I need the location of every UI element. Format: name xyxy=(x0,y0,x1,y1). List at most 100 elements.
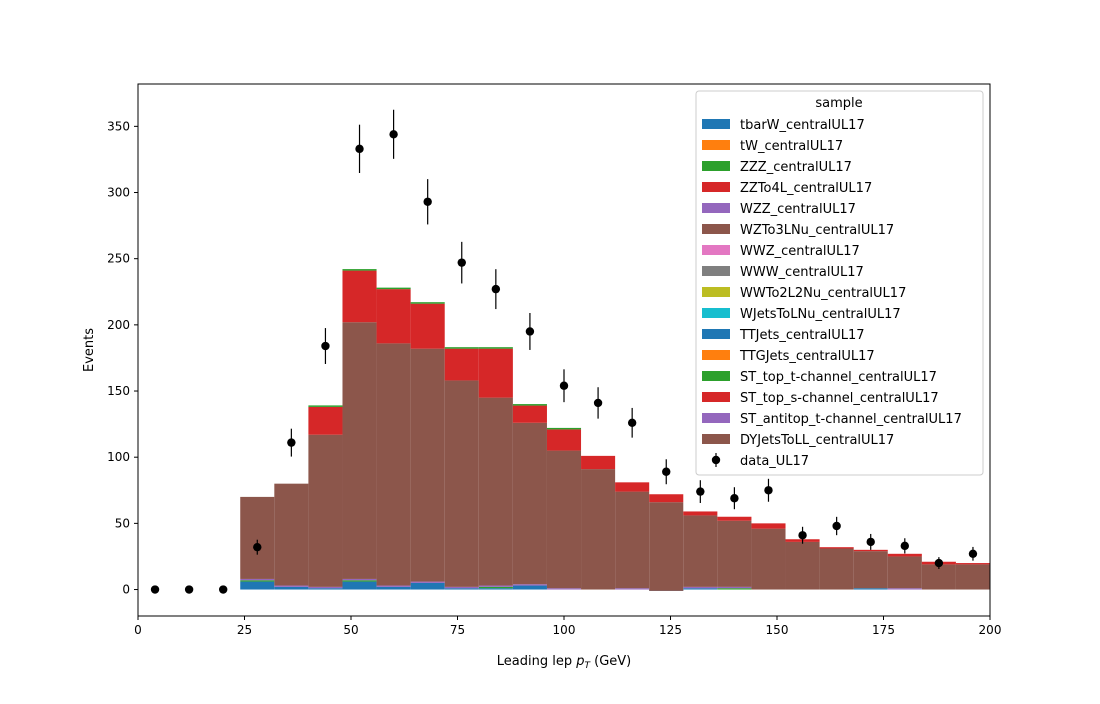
legend-swatch xyxy=(702,266,730,276)
bar-segment xyxy=(581,455,616,470)
legend-box xyxy=(695,90,984,476)
bar-segment xyxy=(308,588,343,590)
x-tick-label: 25 xyxy=(237,623,252,637)
data-point xyxy=(389,130,398,139)
x-tick-label: 150 xyxy=(766,623,789,637)
data-point xyxy=(355,144,364,154)
bar-segment xyxy=(308,586,343,589)
plot-area xyxy=(150,109,990,594)
axes: 0 25 50 75 100 125 150 175 200 0 50 100 150 200 250 300… xyxy=(107,119,1001,637)
bar-segment xyxy=(751,528,786,590)
bar-segment xyxy=(240,580,275,582)
bar-segment xyxy=(683,515,718,587)
legend-label: TTJets_centralUL17 xyxy=(739,328,865,343)
x-axis-label-math: p xyxy=(575,654,584,669)
bar-segment xyxy=(308,405,343,407)
y-tick-label: 0 xyxy=(122,583,130,597)
bar-segment xyxy=(546,427,582,430)
bar-segment xyxy=(683,588,718,590)
legend-swatch xyxy=(702,413,730,423)
legend-label: ZZZ_centralUL17 xyxy=(740,160,852,175)
legend-label: tbarW_centralUL17 xyxy=(740,118,865,133)
x-tick-label: 200 xyxy=(979,623,1002,637)
bar-segment xyxy=(512,404,547,406)
bar-segment xyxy=(444,348,479,381)
x-tick-label: 50 xyxy=(343,623,358,637)
bar-segment xyxy=(615,588,650,590)
y-tick-label: 100 xyxy=(107,450,130,464)
legend-label: WWTo2L2Nu_centralUL17 xyxy=(740,286,906,301)
legend-swatch xyxy=(702,308,730,318)
bar-segment xyxy=(649,502,684,591)
bar-segment xyxy=(274,586,309,590)
bar-segment xyxy=(581,469,616,590)
legend-swatch xyxy=(702,329,730,339)
data-point xyxy=(321,341,330,351)
legend-swatch xyxy=(702,161,730,171)
bar-segment xyxy=(717,516,752,521)
data-point xyxy=(184,585,194,594)
bar-segment xyxy=(376,287,411,290)
legend-label: TTGJets_centralUL17 xyxy=(739,349,875,364)
bar-segment xyxy=(308,434,343,587)
bar-segment xyxy=(376,586,411,590)
data-point xyxy=(491,284,501,294)
bar-segment xyxy=(546,588,582,590)
bar-segment xyxy=(546,450,582,589)
bar-segment xyxy=(819,548,854,590)
legend-label: ST_antitop_t-channel_centralUL17 xyxy=(740,412,962,427)
data-point xyxy=(934,558,944,568)
y-tick-label: 150 xyxy=(107,384,130,398)
legend-label: ST_top_t-channel_centralUL17 xyxy=(740,370,937,385)
bar-segment xyxy=(955,564,990,590)
bar-segment xyxy=(887,588,922,590)
legend-swatch xyxy=(702,287,730,297)
data-point xyxy=(253,542,262,552)
legend: sample tbarW_centralUL17 tW_centralUL17 ZZ… xyxy=(695,90,984,476)
bar-segment xyxy=(444,380,479,587)
x-tick-label: 175 xyxy=(872,623,895,637)
data-point xyxy=(593,398,603,408)
bar-segment xyxy=(274,483,309,586)
bar-segment xyxy=(444,586,479,589)
bar-segment xyxy=(274,585,309,587)
bar-segment xyxy=(819,547,854,549)
bar-segment xyxy=(512,585,547,590)
bar-segment xyxy=(240,581,275,590)
bar-segment xyxy=(342,270,377,323)
legend-label: tW_centralUL17 xyxy=(740,139,843,154)
bar-segment xyxy=(717,586,752,589)
bar-segment xyxy=(410,302,445,304)
y-tick-label: 50 xyxy=(115,516,130,530)
legend-swatch xyxy=(702,392,730,402)
bar-segment xyxy=(444,347,479,349)
bar-segment xyxy=(410,582,445,590)
legend-label: WJetsToLNu_centralUL17 xyxy=(740,307,901,322)
legend-label: ZZTo4L_centralUL17 xyxy=(740,181,872,196)
bar-segment xyxy=(717,588,752,590)
bar-segment xyxy=(342,578,377,581)
bar-segment xyxy=(615,482,650,492)
data-point xyxy=(662,467,671,476)
bar-segment xyxy=(342,269,377,271)
bar-segment xyxy=(853,551,888,589)
bar-segment xyxy=(478,588,513,590)
bar-segment xyxy=(240,578,275,581)
x-tick-label: 75 xyxy=(450,623,465,637)
legend-swatch xyxy=(702,203,730,213)
bar-segment xyxy=(478,585,513,587)
x-tick-label: 125 xyxy=(659,623,682,637)
x-axis-label: Leading lep pT (GeV) xyxy=(497,654,631,671)
data-point xyxy=(423,197,432,206)
x-axis-label-main: Leading lep xyxy=(497,654,576,669)
y-tick-label: 300 xyxy=(107,186,130,200)
bar-segment xyxy=(410,581,445,583)
bar-segment xyxy=(342,581,377,590)
legend-swatch xyxy=(702,140,730,150)
legend-swatch xyxy=(702,224,730,234)
legend-data-marker xyxy=(711,455,721,465)
bar-segment xyxy=(615,491,650,589)
data-point xyxy=(287,438,296,447)
data-point xyxy=(457,258,466,267)
